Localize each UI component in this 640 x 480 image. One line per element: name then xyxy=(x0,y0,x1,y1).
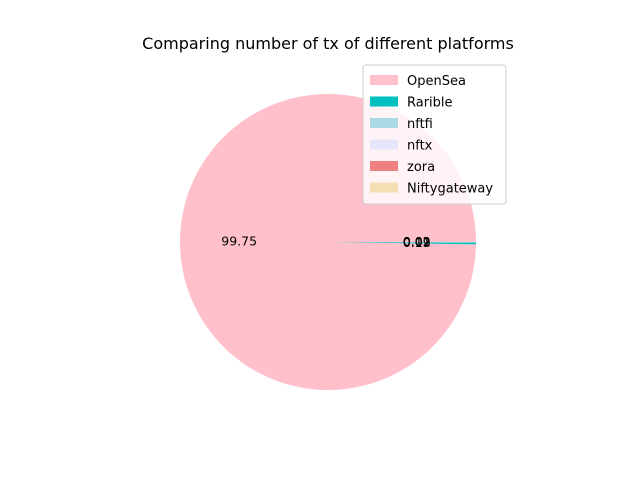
pie-slice-nftfi xyxy=(328,242,476,243)
pie-value-label-opensea: 99.75 xyxy=(221,233,257,248)
chart-title: Comparing number of tx of different plat… xyxy=(142,34,514,53)
legend-swatch-opensea xyxy=(370,75,398,85)
legend-box xyxy=(362,64,507,205)
pie-value-labels: 99.75 0.190.020.020.010.01 xyxy=(221,233,430,250)
pie-slice-rarible xyxy=(328,242,476,245)
legend-label-opensea: OpenSea xyxy=(407,74,466,89)
legend-swatch-niftygateway xyxy=(370,182,398,193)
pie-value-label-nftx: 0.02 xyxy=(403,234,431,249)
legend-label-rarible: Rarible xyxy=(407,96,453,111)
pie-value-label-zora: 0.01 xyxy=(403,234,431,249)
legend-label-niftygateway: Niftygateway xyxy=(407,182,493,197)
legend-swatch-nftfi xyxy=(370,118,398,128)
legend-label-zora: zora xyxy=(407,160,435,175)
legend-label-nftx: nftx xyxy=(407,139,433,154)
pie-value-label-niftygateway: 0.01 xyxy=(403,234,431,249)
pie-value-label-rarible: 0.19 xyxy=(403,235,431,250)
legend-label-nftfi: nftfi xyxy=(407,117,433,132)
legend-swatch-rarible xyxy=(370,96,398,107)
legend: OpenSea Rarible nftfi nftx zora Niftygateway xyxy=(362,64,507,205)
legend-swatch-zora xyxy=(370,161,398,171)
legend-swatch-nftx xyxy=(370,139,398,150)
pie-value-label-nftfi: 0.02 xyxy=(403,234,431,249)
